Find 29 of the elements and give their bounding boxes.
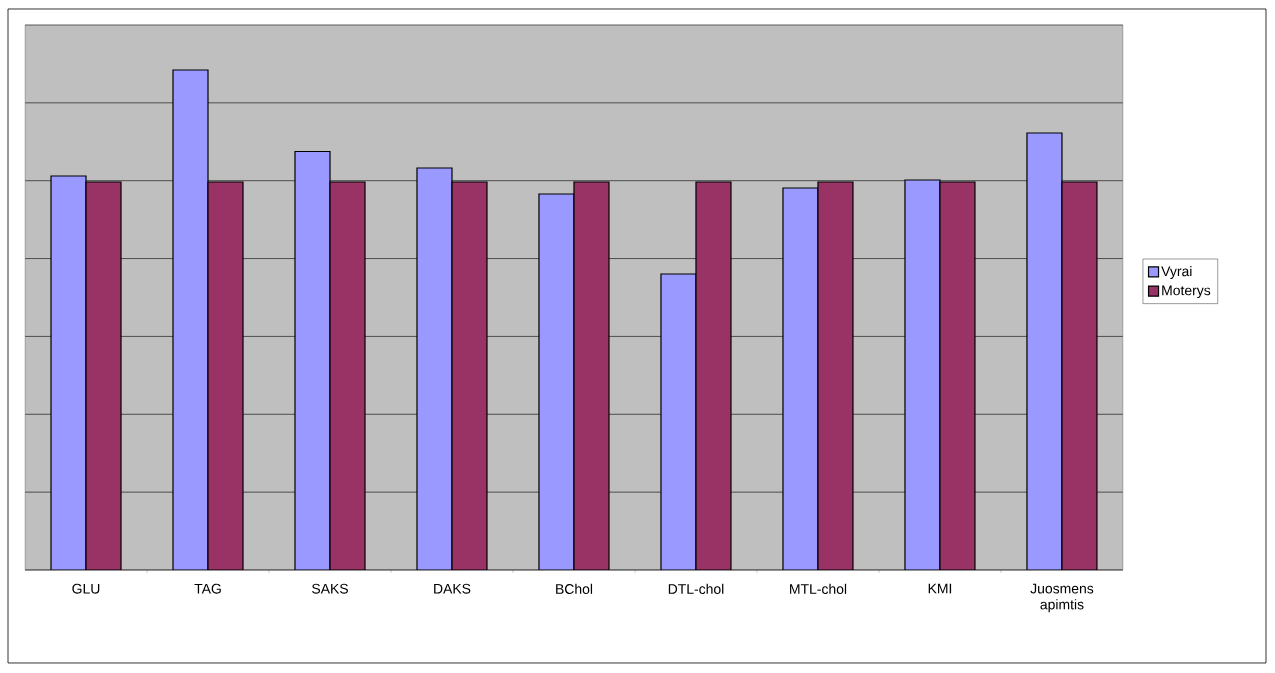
bar (416, 167, 453, 570)
x-tick-label: DAKS (434, 583, 471, 594)
bar (782, 187, 819, 570)
bar (207, 181, 244, 570)
bar (294, 150, 331, 570)
bar (329, 181, 366, 570)
legend-label: Vyrai (1161, 265, 1192, 279)
bar (451, 181, 488, 570)
bar (172, 69, 209, 570)
bar (1026, 132, 1063, 570)
bar (573, 181, 610, 570)
bar (51, 175, 87, 570)
x-tick-label: BChol (556, 583, 593, 594)
bar (538, 193, 575, 570)
x-tick-label: Juosmens apimtis (1030, 583, 1094, 613)
bar (660, 273, 697, 570)
bar (817, 181, 854, 570)
bar (695, 181, 732, 570)
legend-label: Moterys (1162, 285, 1211, 299)
bar (904, 179, 941, 570)
x-tick-label: KMI (928, 583, 952, 594)
bar (1061, 181, 1098, 570)
x-tick-label: SAKS (312, 583, 348, 594)
x-tick-label: MTL-chol (790, 583, 847, 594)
x-tick-label: DTL-chol (668, 583, 724, 594)
x-tick-label: GLU (72, 583, 100, 594)
x-tick-label: TAG (194, 583, 221, 594)
bar (86, 181, 122, 570)
bar (939, 181, 976, 570)
